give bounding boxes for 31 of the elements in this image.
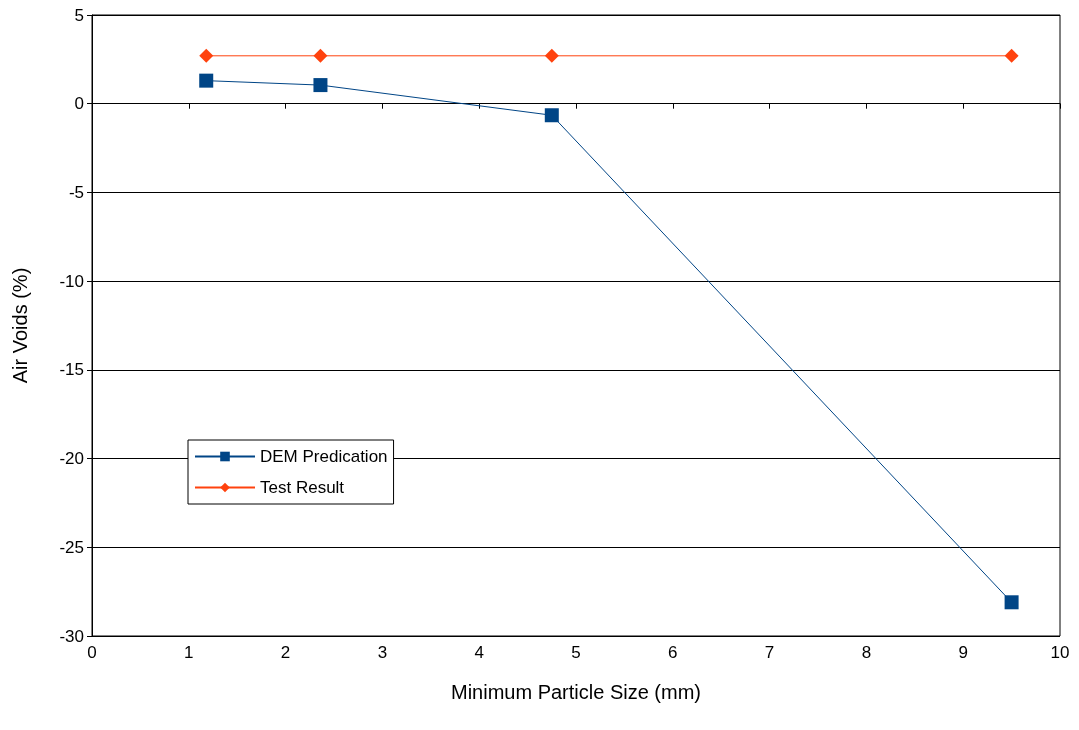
point [199, 48, 214, 63]
x-tick-label: 4 [474, 643, 484, 662]
legend-label: DEM Predication [260, 447, 388, 466]
x-tick-label: 10 [1050, 643, 1070, 662]
y-tick-label: -5 [68, 182, 84, 202]
x-tick-label: 8 [861, 643, 872, 662]
y-tick-label: -20 [59, 449, 84, 469]
y-tick-label: 0 [74, 94, 84, 114]
point [313, 78, 328, 93]
x-tick-label: 0 [87, 643, 97, 662]
x-axis-title: Minimum Particle Size (mm) [450, 681, 702, 703]
point [544, 108, 559, 123]
point [1004, 48, 1019, 63]
point [544, 48, 559, 63]
y-tick-label: -10 [59, 271, 84, 291]
point [1004, 595, 1019, 610]
point [313, 48, 328, 63]
legend-label: Test Result [260, 478, 345, 497]
x-tick-label: 3 [377, 643, 388, 662]
y-axis-title: Air Voids (%) [9, 267, 31, 384]
x-tick-label: 1 [184, 643, 194, 662]
y-tick-label: 5 [74, 5, 84, 25]
y-tick-label: -30 [59, 626, 84, 646]
x-tick-label: 2 [280, 643, 291, 662]
x-tick-label: 7 [764, 643, 775, 662]
point [199, 73, 214, 88]
y-tick-label: -25 [59, 537, 84, 557]
y-tick-label: -15 [59, 360, 84, 380]
x-tick-label: 6 [668, 643, 678, 662]
x-tick-label: 5 [571, 643, 581, 662]
x-tick-label: 9 [958, 643, 968, 662]
